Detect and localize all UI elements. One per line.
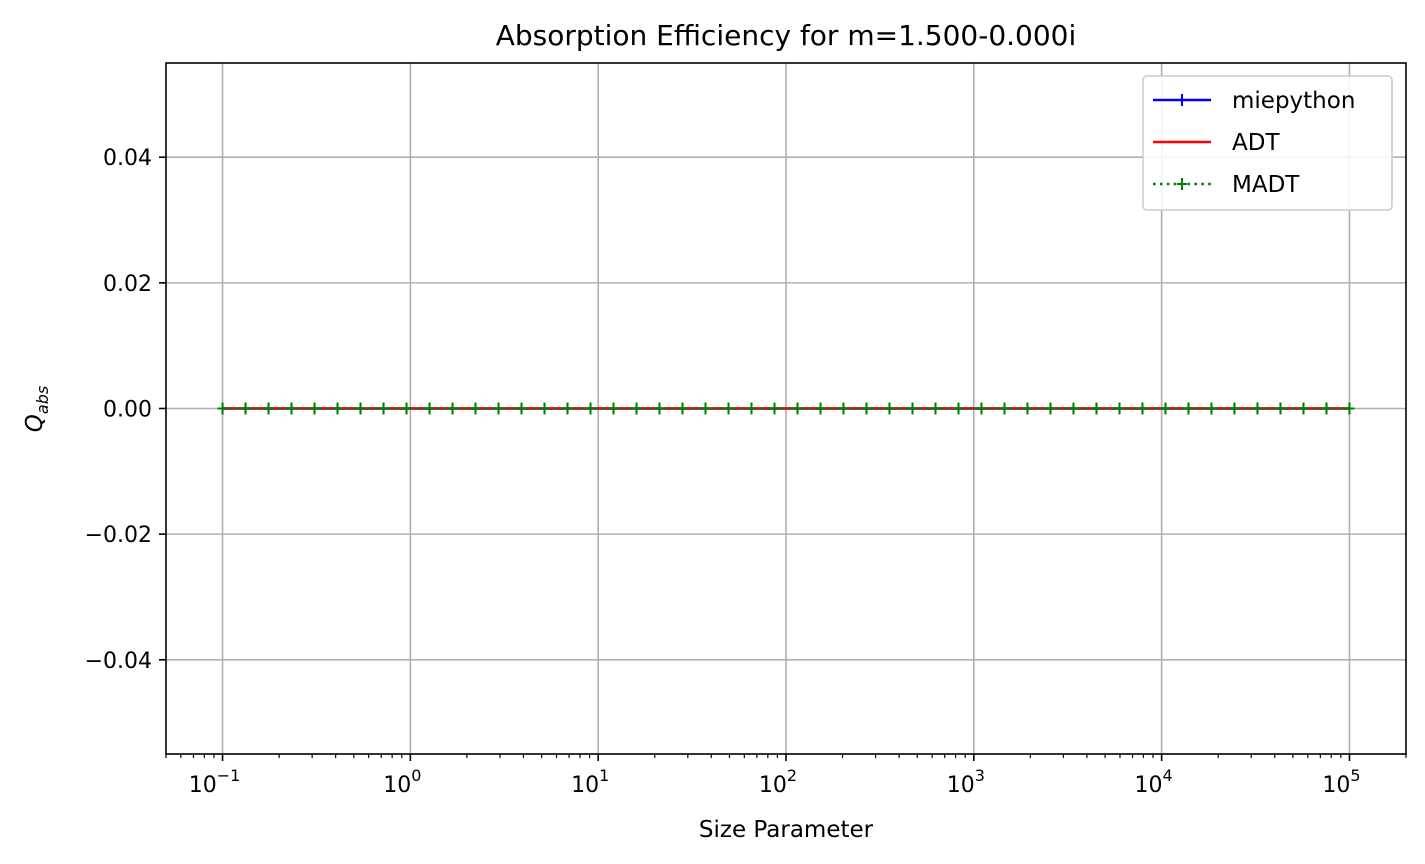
data-point xyxy=(677,402,688,415)
data-point xyxy=(792,402,803,415)
x-tick-label: 103 xyxy=(947,766,985,798)
legend-item-adt: ADT xyxy=(1153,130,1280,156)
x-tick-base: 10 xyxy=(759,773,787,798)
data-point xyxy=(470,402,481,415)
x-tick-label: 100 xyxy=(383,766,421,798)
x-tick-exponent: 1 xyxy=(599,766,609,785)
y-tick-label: 0.02 xyxy=(103,272,152,297)
legend-box xyxy=(1142,75,1393,211)
data-point xyxy=(953,402,964,415)
series-madt xyxy=(217,402,1355,415)
x-tick-exponent: 2 xyxy=(787,766,797,785)
series-layer xyxy=(217,402,1355,415)
data-point xyxy=(1344,402,1355,415)
data-point xyxy=(723,402,734,415)
data-point xyxy=(861,402,872,415)
data-point xyxy=(746,402,757,415)
y-tick-label: 0.00 xyxy=(103,398,152,423)
data-point xyxy=(769,402,780,415)
x-axis-label: Size Parameter xyxy=(699,817,874,843)
x-tick-label: 105 xyxy=(1322,766,1360,798)
data-point xyxy=(1252,402,1263,415)
data-point xyxy=(263,402,274,415)
data-point xyxy=(700,402,711,415)
legend-marker xyxy=(1177,178,1187,190)
data-point xyxy=(378,402,389,415)
data-point xyxy=(332,402,343,415)
y-axis-label-sub: abs xyxy=(33,386,52,414)
data-point xyxy=(585,402,596,415)
data-point xyxy=(631,402,642,415)
x-tick-label: 102 xyxy=(759,766,797,798)
data-point xyxy=(1114,402,1125,415)
data-point xyxy=(907,402,918,415)
axis-ticks: 10−1 100 101 102 103 104 105−0.04−0.020.000.02… xyxy=(85,146,1407,798)
legend-item-miepython: miepython xyxy=(1153,88,1355,114)
data-point xyxy=(1298,402,1309,415)
data-point xyxy=(838,402,849,415)
data-point xyxy=(608,402,619,415)
data-point xyxy=(401,402,412,415)
y-axis-label-main: Q xyxy=(22,414,48,432)
y-tick-label: −0.02 xyxy=(85,523,152,548)
y-axis-label: Qabs xyxy=(22,386,52,432)
x-tick-base: 10 xyxy=(1322,773,1350,798)
x-tick-base: 10 xyxy=(383,773,411,798)
data-point xyxy=(1137,402,1148,415)
data-point xyxy=(815,402,826,415)
data-point xyxy=(562,402,573,415)
x-tick-base: 10 xyxy=(571,773,599,798)
x-tick-base: 10 xyxy=(189,773,217,798)
data-point xyxy=(355,402,366,415)
x-tick-label: 101 xyxy=(571,766,609,798)
y-tick-label: 0.04 xyxy=(103,146,152,171)
data-point xyxy=(1068,402,1079,415)
data-point xyxy=(1045,402,1056,415)
data-point xyxy=(286,402,297,415)
x-tick-exponent: 0 xyxy=(411,766,421,785)
x-tick-label: 10−1 xyxy=(189,766,241,798)
x-tick-exponent: −1 xyxy=(217,766,241,785)
data-point xyxy=(1275,402,1286,415)
data-point xyxy=(1321,402,1332,415)
data-point xyxy=(930,402,941,415)
y-tick-label: −0.04 xyxy=(85,649,152,674)
data-point xyxy=(1183,402,1194,415)
data-point xyxy=(884,402,895,415)
legend-marker xyxy=(1177,94,1187,106)
data-point xyxy=(447,402,458,415)
x-tick-base: 10 xyxy=(1135,773,1163,798)
legend: miepython ADT MADT xyxy=(1142,75,1393,211)
data-point xyxy=(1229,402,1240,415)
data-point xyxy=(1206,402,1217,415)
chart-title: Absorption Efficiency for m=1.500-0.000i xyxy=(496,19,1077,52)
data-point xyxy=(1160,402,1171,415)
legend-item-madt: MADT xyxy=(1153,172,1300,198)
data-point xyxy=(217,402,228,415)
x-tick-exponent: 3 xyxy=(975,766,985,785)
x-tick-exponent: 5 xyxy=(1350,766,1360,785)
x-tick-exponent: 4 xyxy=(1163,766,1173,785)
x-tick-label: 104 xyxy=(1135,766,1173,798)
data-point xyxy=(240,402,251,415)
legend-label: miepython xyxy=(1232,88,1355,114)
data-point xyxy=(493,402,504,415)
x-tick-base: 10 xyxy=(947,773,975,798)
data-point xyxy=(654,402,665,415)
data-point xyxy=(1022,402,1033,415)
data-point xyxy=(309,402,320,415)
data-point xyxy=(539,402,550,415)
data-point xyxy=(976,402,987,415)
legend-label: ADT xyxy=(1232,130,1280,156)
data-point xyxy=(424,402,435,415)
data-point xyxy=(999,402,1010,415)
data-point xyxy=(516,402,527,415)
legend-label: MADT xyxy=(1232,172,1300,198)
data-point xyxy=(1091,402,1102,415)
